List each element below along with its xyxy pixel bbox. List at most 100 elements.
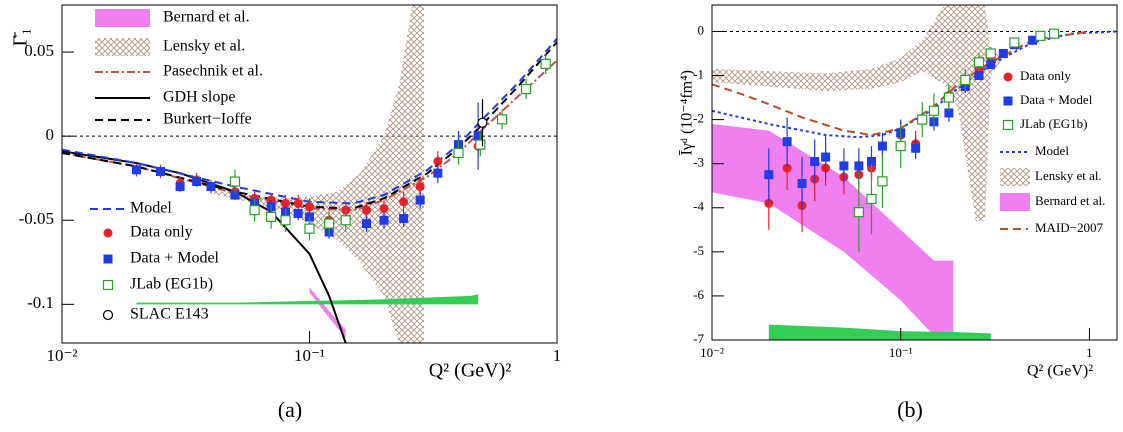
data-point [379, 203, 389, 213]
legend-label: Data + Model [1020, 92, 1093, 107]
curve [712, 30, 1090, 137]
legend-swatch [1000, 168, 1030, 186]
plot-frame [711, 4, 1118, 341]
data-point [960, 74, 971, 86]
y-tick-label: -7 [693, 331, 704, 346]
data-point [379, 215, 389, 225]
legend-label: SLAC E143 [130, 306, 209, 323]
caption: (b) [897, 397, 923, 422]
data-point [1049, 28, 1060, 39]
legend-label: Lensky et al. [1035, 168, 1102, 183]
data-point [281, 198, 291, 208]
data-point [415, 195, 425, 205]
data-point [496, 114, 508, 125]
data-point [797, 179, 807, 189]
legend-label: JLab (EG1b) [1020, 116, 1088, 131]
y-tick-label: -3 [693, 155, 704, 170]
band [712, 124, 954, 338]
data-point [854, 161, 864, 171]
data-point [1028, 35, 1038, 45]
band [211, 5, 424, 343]
plot-area [62, 5, 557, 343]
data-point [782, 137, 792, 147]
data-point [362, 205, 372, 215]
caption: (a) [278, 397, 302, 422]
data-point [362, 219, 372, 229]
legend-swatch [95, 9, 150, 27]
x-tick-label: 10⁻² [46, 346, 77, 365]
legend-swatch [1003, 96, 1013, 106]
data-point [866, 156, 876, 166]
curve [62, 59, 557, 212]
data-point [399, 197, 409, 207]
band [309, 287, 346, 338]
x-tick-label: 1 [553, 346, 562, 365]
legend-label: Lensky et al. [163, 38, 245, 55]
data-point [1035, 30, 1046, 41]
data-point [433, 168, 443, 178]
curve [62, 37, 557, 205]
band [136, 294, 479, 305]
data-point [853, 207, 864, 218]
data-point [839, 161, 849, 171]
y-tick-label: -2 [693, 111, 704, 126]
data-point [473, 131, 483, 141]
data-point [399, 214, 409, 224]
band [712, 5, 1004, 221]
legend-swatch [1000, 193, 1030, 211]
data-point [293, 209, 303, 219]
legend-label: Data + Model [130, 250, 220, 267]
data-point [877, 141, 887, 151]
data-point [266, 211, 277, 222]
legend-label: Bernard et al. [163, 9, 250, 26]
y-tick-label: -5 [693, 243, 704, 258]
x-tick-label: 10⁻¹ [294, 346, 325, 365]
legend-label: Burkert−Ioffe [163, 111, 252, 128]
data-point [230, 190, 240, 200]
data-point [911, 143, 921, 153]
data-point [895, 140, 906, 152]
data-point [293, 198, 303, 208]
data-point [866, 193, 877, 205]
data-point [304, 223, 315, 234]
data-point [943, 92, 954, 103]
data-point [453, 147, 464, 159]
data-point [415, 182, 425, 192]
data-point [764, 170, 774, 180]
x-axis-label: Q² (GeV)² [429, 360, 512, 382]
data-point [821, 152, 831, 162]
data-point [475, 139, 486, 150]
data-point [249, 205, 260, 216]
data-point [917, 114, 928, 125]
legend-label: Model [1035, 143, 1069, 158]
y-tick-label: 0 [46, 125, 55, 144]
x-tick-label: 10⁻¹ [889, 345, 913, 360]
data-point [477, 117, 488, 128]
data-point [340, 215, 351, 226]
data-point [974, 71, 984, 81]
y-tick-label: -1 [693, 67, 704, 82]
y-axis-label: Īγᵈ (10⁻⁴fm⁴) [679, 70, 696, 155]
legend-label: MAID−2007 [1035, 220, 1103, 235]
legend-swatch [103, 228, 113, 238]
data-point [192, 177, 202, 187]
data-point [986, 60, 996, 70]
legend-swatch [95, 38, 150, 56]
y-axis-label: Γ̄₁ [10, 28, 32, 47]
band [768, 324, 991, 340]
data-point [520, 83, 532, 95]
data-point [433, 156, 443, 166]
legend-label: Bernard et al. [1035, 193, 1105, 208]
legend-swatch [102, 309, 114, 321]
legend-label: Model [130, 200, 172, 217]
data-point [810, 156, 820, 166]
y-tick-label: 0.05 [24, 41, 54, 60]
legend-swatch [102, 279, 114, 291]
y-tick-label: -6 [693, 287, 704, 302]
data-point [877, 176, 888, 187]
data-point [998, 48, 1008, 58]
x-tick-label: 10⁻² [700, 345, 724, 360]
data-point [323, 218, 335, 229]
